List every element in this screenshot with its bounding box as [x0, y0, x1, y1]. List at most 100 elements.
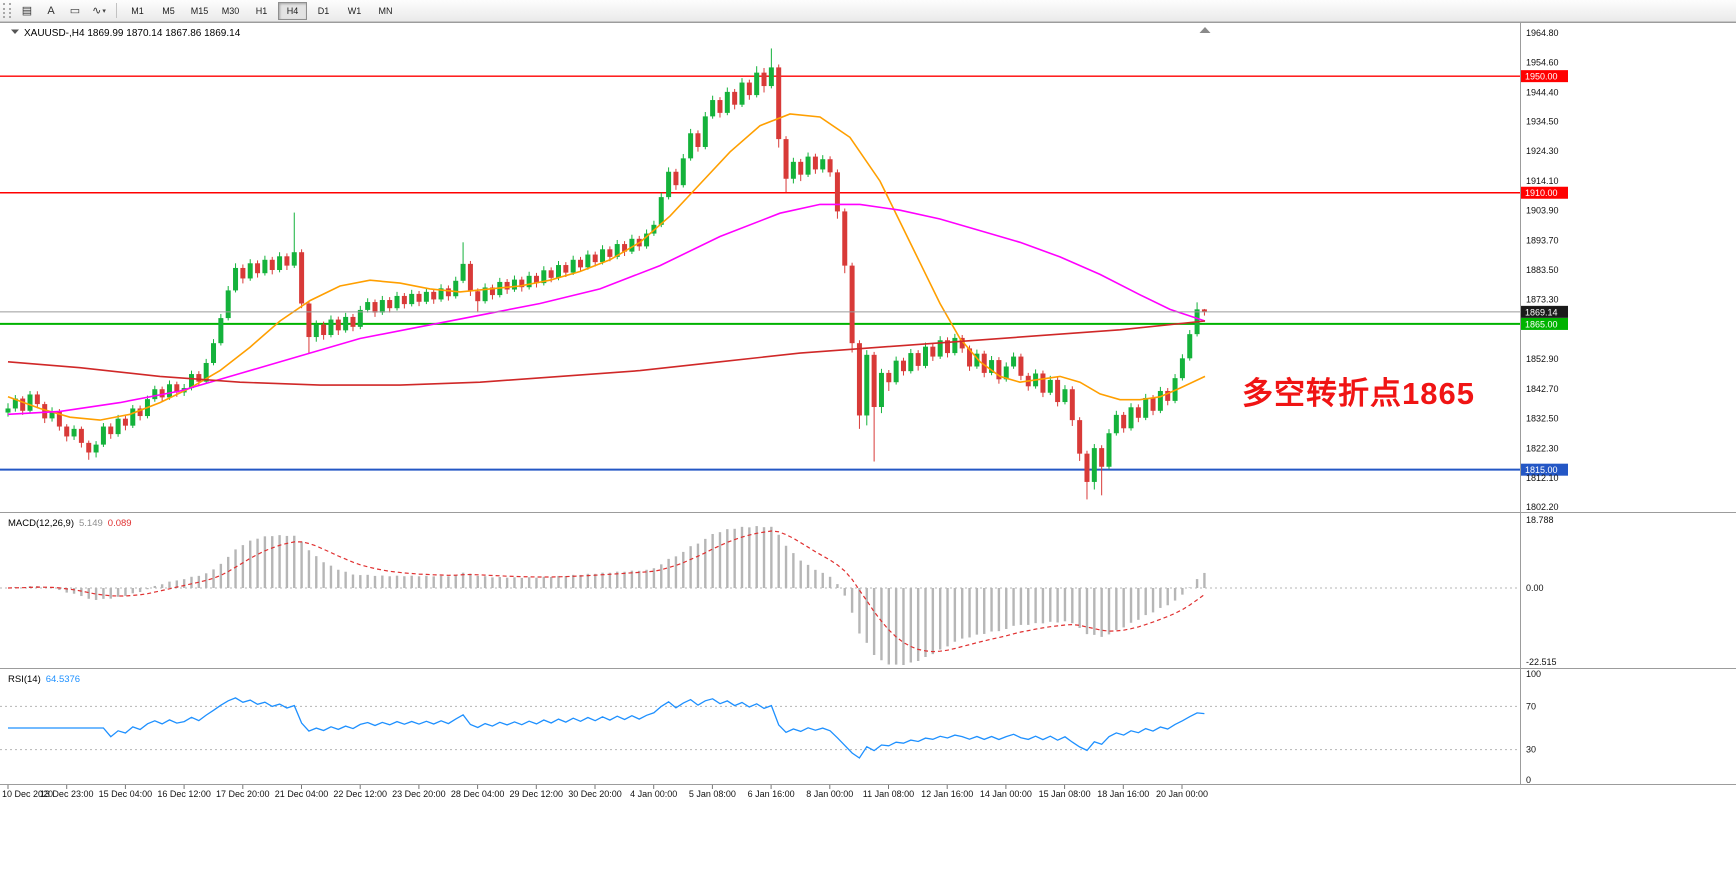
time-axis-label: 15 Jan 08:00: [1039, 789, 1091, 799]
level-badge-1950.00: [1521, 70, 1568, 83]
timeframe-button-mn[interactable]: MN: [378, 5, 393, 16]
time-axis-label: 22 Dec 12:00: [333, 789, 387, 799]
timeframe-button-h1[interactable]: H1: [255, 5, 268, 16]
timeframe-button-w1[interactable]: W1: [347, 5, 362, 16]
price-axis[interactable]: 1950.00 1910.00 1865.00 1815.00 1869.14 1964.…: [1521, 28, 1568, 785]
price-axis-label: 1883.50: [1526, 265, 1559, 275]
text-label-tool-icon: A: [47, 4, 55, 17]
rsi-axis-label: 0: [1526, 775, 1531, 785]
timeframe-button-h4[interactable]: H4: [278, 1, 307, 20]
toolbar-grip[interactable]: [3, 3, 11, 18]
price-panel[interactable]: [0, 48, 1520, 500]
candle: [189, 374, 194, 389]
candle: [78, 428, 84, 443]
text-label-tool-button[interactable]: A: [39, 1, 63, 21]
macd-axis-label: -22.515: [1526, 657, 1557, 667]
candle: [299, 252, 305, 304]
candle: [878, 372, 884, 408]
candle: [563, 265, 569, 273]
chart-shift-marker[interactable]: [1199, 27, 1211, 33]
candle: [64, 426, 70, 437]
candle: [365, 302, 371, 310]
candle: [1062, 389, 1068, 403]
candle: [504, 281, 510, 290]
chevron-down-icon: ▾: [102, 7, 106, 15]
time-axis-label: 29 Dec 12:00: [510, 789, 564, 799]
level-badge-1865.00-text: 1865.00: [1525, 319, 1558, 329]
candle: [174, 384, 180, 393]
candle: [519, 279, 525, 288]
price-axis-label: 1893.70: [1526, 235, 1559, 245]
symbol-ohlc-line: XAUUSD-,H4 1869.99 1870.14 1867.86 1869.…: [24, 28, 241, 39]
candle: [115, 418, 121, 435]
level-badge-1950.00-text: 1950.00: [1525, 72, 1558, 82]
time-axis-label: 20 Jan 00:00: [1156, 789, 1208, 799]
charts-grid-button[interactable]: ▤: [15, 1, 39, 21]
candlestick-series: [5, 48, 1207, 500]
candle: [923, 346, 928, 366]
level-badge-1865.00: [1521, 317, 1568, 330]
rsi-axis-label: 70: [1526, 701, 1536, 711]
candle: [937, 340, 943, 357]
time-axis-label: 23 Dec 20:00: [392, 789, 446, 799]
candle: [592, 254, 598, 263]
rsi-panel[interactable]: [0, 697, 1520, 759]
timeframe-button-m5[interactable]: M5: [162, 5, 175, 16]
candle: [247, 263, 253, 279]
level-badge-1815.00: [1521, 463, 1568, 476]
candle: [886, 372, 892, 383]
price-axis-label: 1873.30: [1526, 295, 1559, 305]
candle: [827, 159, 833, 173]
candle: [1077, 420, 1083, 454]
ma-mid-line: [7, 203, 1206, 416]
candle: [695, 133, 701, 147]
candle: [1187, 334, 1193, 359]
timeframe-button-d1[interactable]: D1: [317, 5, 330, 16]
macd-panel[interactable]: [0, 526, 1520, 665]
timeframe-button-m1[interactable]: M1: [131, 5, 144, 16]
macd-histogram: [14, 526, 1206, 665]
timeframe-button-m15[interactable]: M15: [190, 5, 209, 16]
candle: [629, 238, 635, 252]
candle: [600, 249, 606, 263]
chart-canvas[interactable]: 1950.00 1910.00 1865.00 1815.00 1869.14 1964.…: [0, 22, 1736, 893]
candle: [805, 156, 811, 175]
candle: [1069, 389, 1075, 421]
shapes-tool-button[interactable]: ▭: [63, 1, 87, 21]
indicators-menu-button[interactable]: ∿ ▾: [87, 1, 111, 21]
candle: [952, 337, 958, 354]
candle: [130, 408, 136, 426]
candle: [930, 346, 936, 357]
candle: [5, 408, 11, 413]
price-axis-label: 1924.30: [1526, 146, 1559, 156]
candle: [1113, 414, 1119, 434]
toolbar-separator: [116, 3, 117, 18]
rsi-label: RSI(14) 64.5376: [8, 674, 80, 685]
candle: [122, 418, 128, 426]
macd-axis-label: 0.00: [1526, 583, 1544, 593]
charts-grid-icon: ▤: [21, 5, 33, 17]
candle: [12, 398, 18, 409]
candle: [1047, 379, 1053, 393]
rsi-axis-label: 100: [1526, 669, 1541, 679]
candle: [401, 295, 407, 305]
symbol-dropdown-icon[interactable]: [11, 29, 19, 35]
candle: [622, 244, 628, 252]
candle: [409, 293, 415, 305]
level-badge-1910.00-text: 1910.00: [1525, 188, 1558, 198]
candle: [834, 172, 840, 212]
candle: [842, 211, 848, 266]
candle: [1157, 390, 1163, 411]
candle: [967, 348, 973, 367]
price-axis-label: 1954.60: [1526, 58, 1559, 68]
candle: [71, 428, 77, 437]
price-axis-label: 1944.40: [1526, 87, 1559, 97]
timeframe-button-m30[interactable]: M30: [221, 5, 240, 16]
candle: [34, 394, 40, 405]
level-badge-1910.00: [1521, 186, 1568, 199]
time-axis-label: 6 Jan 16:00: [748, 789, 795, 799]
candle: [1055, 379, 1061, 403]
candle: [717, 100, 723, 113]
candle: [306, 303, 312, 338]
